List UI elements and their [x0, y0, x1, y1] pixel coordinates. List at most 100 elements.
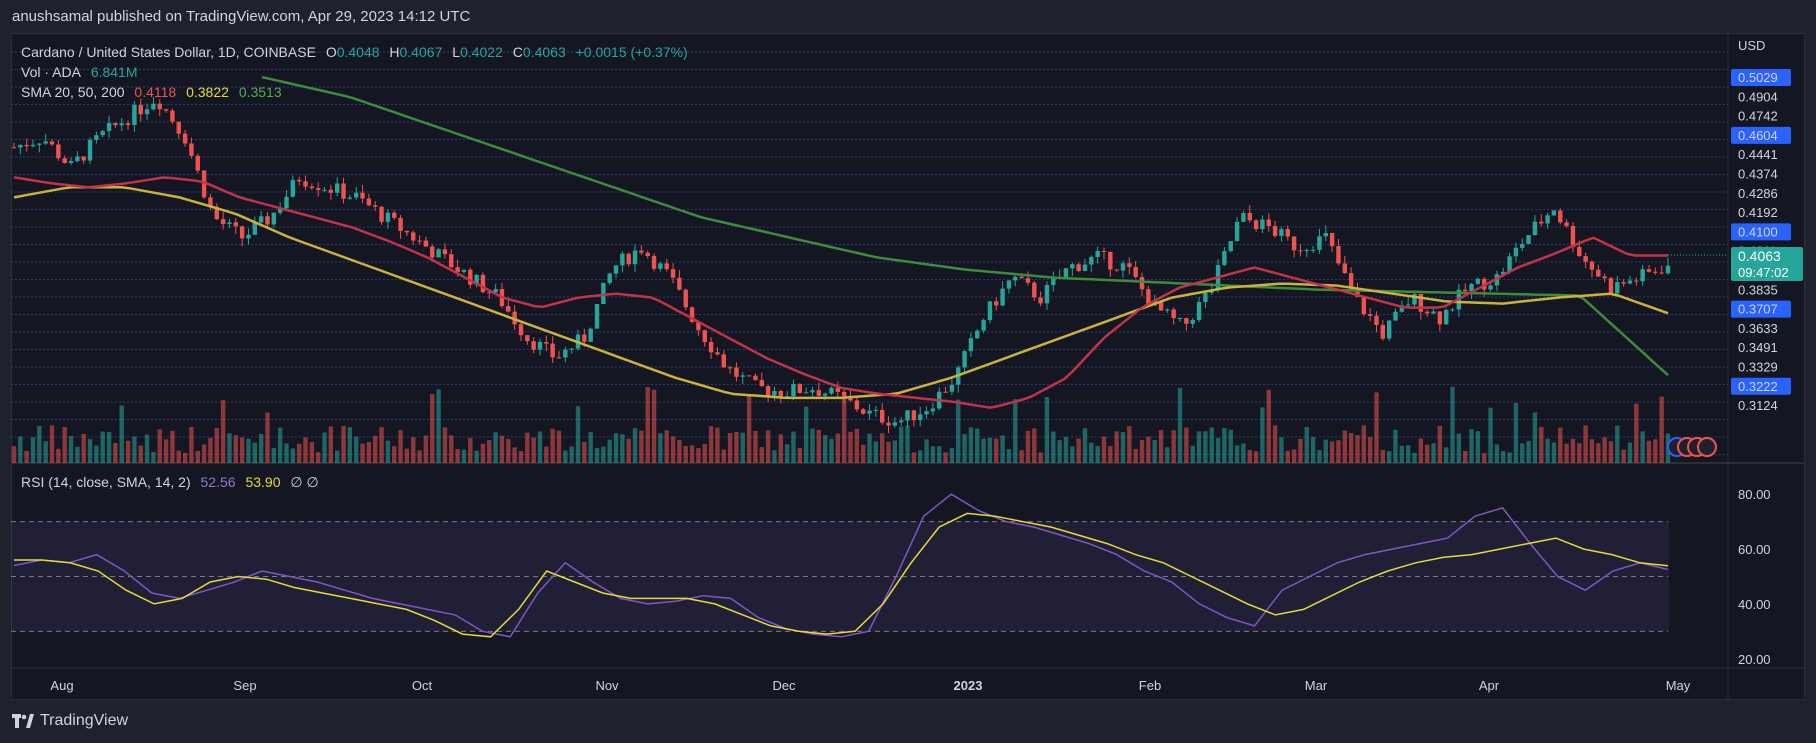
volume-bar	[601, 446, 606, 463]
candle-body	[176, 121, 181, 134]
candle-body	[1558, 210, 1563, 223]
volume-bar	[1342, 430, 1348, 463]
candle-body	[1570, 226, 1576, 247]
volume-bar	[1032, 428, 1037, 463]
volume-bar	[1222, 427, 1227, 463]
price-tick-label: 0.3491	[1738, 340, 1778, 355]
volume-bar	[937, 446, 942, 463]
sma200-line	[261, 75, 1669, 377]
candle-body	[379, 206, 384, 222]
volume-bar	[1551, 442, 1557, 463]
rsi-label: RSI (14, close, SMA, 14, 2)	[21, 474, 191, 490]
volume-bar	[1298, 439, 1303, 463]
candle-body	[170, 110, 175, 122]
candle-body	[75, 156, 80, 162]
candle-body	[474, 274, 479, 285]
volume-bar	[347, 427, 353, 463]
candle-body	[1101, 250, 1107, 252]
volume-bar	[1044, 396, 1050, 463]
candle-body	[791, 384, 796, 397]
candle-body	[271, 212, 277, 225]
volume-bar	[1025, 430, 1031, 463]
candle-body	[797, 384, 803, 393]
candle-body	[829, 387, 834, 394]
volume-bar	[398, 430, 403, 463]
currency-label: USD	[1738, 38, 1765, 53]
candle-body	[899, 420, 904, 423]
volume-bar	[423, 435, 429, 463]
candle-body	[18, 144, 23, 148]
volume-bar	[803, 406, 809, 463]
candle-body	[911, 410, 917, 421]
volume-bar	[987, 437, 993, 463]
candle-body	[1203, 292, 1208, 302]
volume-bar	[1152, 439, 1157, 463]
volume-bar	[1076, 438, 1081, 463]
volume-bar	[328, 426, 334, 463]
low-label: L	[452, 44, 461, 60]
volume-bar	[68, 436, 74, 463]
rsi-value: 52.56	[200, 474, 236, 490]
brand-label: TradingView	[40, 712, 129, 729]
candle-body	[1577, 246, 1582, 257]
volume-bar	[1450, 386, 1455, 463]
volume-bar	[360, 443, 365, 463]
volume-bar	[841, 395, 847, 463]
volume-bar	[696, 448, 701, 463]
volume-bar	[949, 448, 955, 463]
candle-body	[892, 422, 898, 426]
volume-bar	[1431, 443, 1436, 463]
price-tag-highlight	[1731, 377, 1791, 395]
candle-body	[1298, 250, 1303, 252]
volume-bar	[1285, 450, 1290, 463]
candle-body	[664, 263, 669, 270]
candle-body	[1051, 278, 1056, 286]
candle-body	[860, 409, 866, 414]
candle-body	[746, 375, 752, 377]
candle-body	[423, 240, 429, 247]
candle-body	[252, 222, 258, 235]
volume-bar	[1367, 436, 1373, 463]
time-tick-label: 2023	[954, 678, 983, 693]
volume-bar	[1659, 396, 1664, 463]
candle-body	[1621, 282, 1626, 284]
candle-body	[708, 342, 714, 353]
candle-body	[94, 135, 99, 140]
volume-bar	[385, 440, 391, 463]
volume-bar	[1469, 429, 1474, 463]
volume-bar	[315, 452, 321, 463]
volume-bar	[1539, 426, 1544, 463]
volume-bar	[1443, 447, 1449, 463]
price-tag-highlight	[1731, 300, 1791, 318]
volume-bar	[366, 442, 372, 463]
volume-bar	[1418, 438, 1424, 463]
candle-body	[1463, 289, 1468, 292]
volume-bar	[201, 444, 207, 463]
candle-body	[683, 289, 688, 308]
candle-body	[1450, 309, 1455, 311]
price-tag-highlight	[1731, 69, 1791, 86]
volume-bar	[474, 450, 479, 463]
candle-body	[670, 269, 676, 278]
candle-body	[1589, 261, 1595, 270]
time-tick-label: Sep	[233, 678, 256, 693]
volume-bar	[1475, 431, 1481, 463]
volume-bar	[943, 452, 948, 463]
candle-body	[544, 342, 549, 344]
volume-bar	[468, 438, 473, 463]
time-tick-label: Dec	[772, 678, 796, 693]
volume-bar	[715, 427, 720, 463]
candle-body	[461, 269, 467, 272]
candle-body	[1342, 263, 1348, 274]
volume-bar	[575, 406, 581, 463]
footer-brand[interactable]: TradingView	[12, 712, 128, 730]
candle-body	[455, 267, 460, 272]
candle-body	[1158, 301, 1164, 311]
candle-body	[1615, 282, 1620, 294]
volume-bar	[746, 395, 752, 463]
volume-bar	[512, 447, 517, 463]
time-tick-label: Feb	[1139, 678, 1161, 693]
volume-bar	[220, 400, 226, 463]
last-price-label: 0.4063	[1738, 248, 1781, 264]
